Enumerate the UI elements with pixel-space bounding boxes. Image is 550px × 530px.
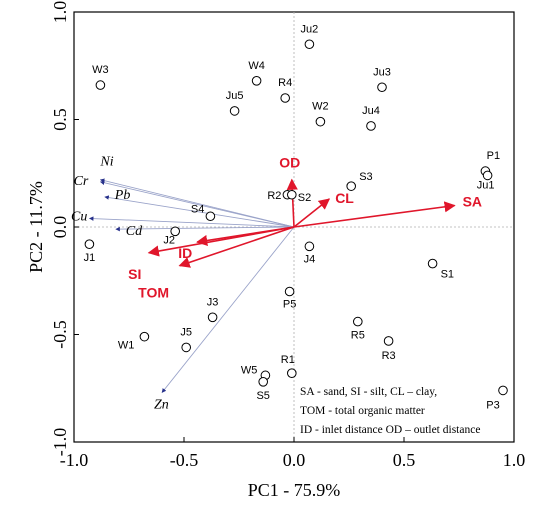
site-point-r3 — [383, 336, 394, 346]
site-label-ju4: Ju4 — [362, 105, 380, 117]
x-tick-label: 0.5 — [393, 450, 416, 470]
site-label-ju3: Ju3 — [373, 66, 391, 78]
variable-label-cl: CL — [335, 190, 354, 206]
y-tick-label: 0.5 — [50, 108, 70, 131]
site-point-s4 — [205, 211, 216, 222]
site-label-s1: S1 — [441, 269, 454, 281]
x-axis-title: PC1 - 75.9% — [248, 480, 341, 500]
y-tick-label: 1.0 — [50, 1, 70, 24]
variable-label-si: SI — [128, 266, 141, 282]
legend-note-line: SA - sand, SI - silt, CL – clay, — [300, 386, 437, 398]
site-label-ju1: Ju1 — [477, 179, 495, 191]
metal-label-pb: Pb — [114, 188, 131, 203]
site-point-s1 — [427, 258, 438, 269]
variable-vector-tom — [178, 226, 295, 268]
site-point-ju3 — [377, 82, 387, 93]
metal-vector-cd — [115, 226, 295, 232]
y-tick-label: 0.0 — [50, 216, 70, 239]
site-point-r1 — [287, 368, 297, 379]
site-label-r2: R2 — [267, 190, 281, 202]
site-point-ju4 — [366, 121, 376, 131]
metal-vector-pb — [104, 195, 295, 228]
metal-vector-zn — [161, 226, 295, 393]
site-point-w2 — [315, 116, 326, 127]
variable-label-id: ID — [178, 245, 192, 261]
site-label-w1: W1 — [118, 340, 135, 352]
site-label-r5: R5 — [351, 330, 365, 342]
site-label-j3: J3 — [207, 296, 219, 308]
y-axis-title: PC2 - 11.7% — [26, 181, 46, 273]
variable-vector-od — [286, 178, 298, 228]
site-point-s5 — [258, 377, 269, 387]
x-tick-label: -1.0 — [60, 450, 89, 470]
site-label-ju2: Ju2 — [301, 23, 319, 35]
site-point-w4 — [251, 76, 262, 86]
site-label-w3: W3 — [92, 64, 109, 76]
site-point-r4 — [280, 93, 291, 103]
x-tick-label: 0.0 — [283, 450, 306, 470]
site-label-r1: R1 — [281, 354, 295, 366]
metal-vector-cu — [88, 216, 295, 228]
site-label-w2: W2 — [312, 101, 329, 113]
y-tick-label: -0.5 — [50, 320, 70, 349]
site-label-r4: R4 — [278, 77, 292, 89]
x-tick-label: -0.5 — [170, 450, 199, 470]
site-point-w1 — [139, 331, 150, 342]
site-point-p3 — [498, 385, 508, 396]
variable-vector-si — [147, 226, 295, 257]
metal-label-cd: Cd — [126, 224, 143, 239]
site-label-j4: J4 — [304, 253, 316, 265]
site-label-w5: W5 — [241, 364, 258, 376]
site-point-j1 — [84, 239, 95, 249]
site-label-s4: S4 — [191, 203, 204, 215]
metal-label-ni: Ni — [99, 155, 113, 170]
variable-label-tom: TOM — [138, 285, 169, 301]
x-tick-label: 1.0 — [503, 450, 526, 470]
site-point-w3 — [95, 80, 106, 90]
site-label-p5: P5 — [283, 299, 296, 311]
site-label-w4: W4 — [248, 60, 265, 72]
site-label-s2: S2 — [298, 192, 311, 204]
site-label-j5: J5 — [180, 326, 192, 338]
site-point-p5 — [284, 286, 295, 297]
site-point-ju2 — [304, 39, 315, 50]
site-point-ju1 — [482, 170, 493, 181]
site-point-ju5 — [229, 106, 240, 116]
site-label-p3: P3 — [486, 399, 499, 411]
metal-label-cu: Cu — [71, 209, 87, 224]
site-label-j2: J2 — [163, 234, 175, 246]
site-label-s5: S5 — [256, 390, 269, 402]
site-point-s2 — [287, 189, 297, 200]
site-label-s3: S3 — [359, 171, 372, 183]
metal-vector-cr — [99, 180, 295, 228]
metal-label-zn: Zn — [154, 398, 169, 413]
variable-vector-cl — [293, 198, 331, 228]
site-point-j2 — [170, 226, 180, 237]
site-point-j4 — [304, 241, 315, 252]
metal-label-cr: Cr — [74, 174, 89, 189]
site-point-r5 — [353, 316, 363, 327]
legend-note-line: ID - inlet distance OD – outlet distance — [300, 424, 480, 436]
site-point-j5 — [181, 342, 191, 353]
site-point-s3 — [346, 181, 357, 191]
variable-label-od: OD — [279, 155, 300, 171]
variable-label-sa: SA — [463, 194, 482, 210]
site-label-ju5: Ju5 — [226, 90, 244, 102]
site-point-j3 — [207, 312, 218, 323]
y-tick-label: -1.0 — [50, 428, 70, 457]
site-label-p1: P1 — [487, 150, 500, 162]
site-label-r3: R3 — [382, 350, 396, 362]
site-label-j1: J1 — [84, 252, 96, 264]
variable-vector-sa — [293, 201, 456, 228]
legend-note-line: TOM - total organic matter — [300, 405, 425, 417]
